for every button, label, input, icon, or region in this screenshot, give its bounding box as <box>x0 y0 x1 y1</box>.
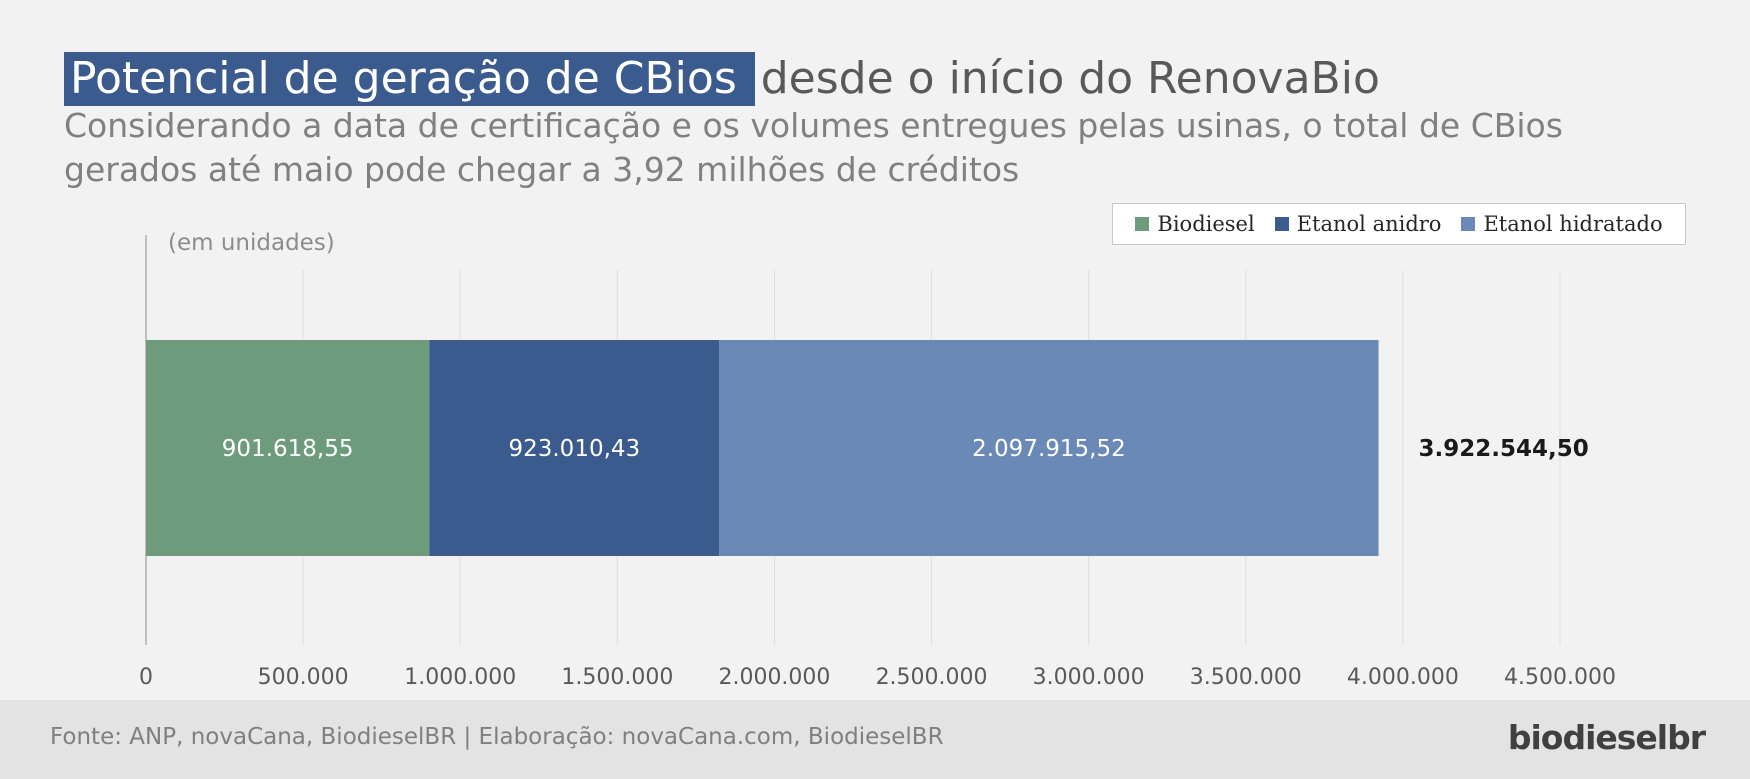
x-tick-label: 500.000 <box>258 665 349 690</box>
title-rest: desde o início do RenovaBio <box>760 53 1380 104</box>
x-tick-label: 1.500.000 <box>561 665 673 690</box>
legend-label-etanol-hidratado: Etanol hidratado <box>1483 212 1663 236</box>
bar-segment <box>429 340 720 556</box>
title-highlight: Potencial de geração de CBios <box>64 52 755 106</box>
source-note: Fonte: ANP, novaCana, BiodieselBR | Elab… <box>50 724 944 750</box>
legend-item-etanol-anidro: Etanol anidro <box>1274 212 1442 236</box>
legend-swatch-biodiesel <box>1135 217 1150 231</box>
legend-swatch-etanol-anidro <box>1274 217 1289 231</box>
total-label: 3.922.544,50 <box>1419 436 1589 462</box>
legend: Biodiesel Etanol anidro Etanol hidratado <box>1112 203 1686 245</box>
stacked-bar-chart: 0 500.000 1.000.000 1.500.000 2.000.000 2.500… <box>139 235 1616 690</box>
legend-swatch-etanol-hidratado <box>1461 217 1476 231</box>
x-tick-label: 3.500.000 <box>1190 665 1302 690</box>
brand-logo: biodieselbr <box>1507 718 1706 757</box>
x-tick-label: 3.000.000 <box>1033 665 1145 690</box>
x-tick-label: 2.500.000 <box>876 665 988 690</box>
chart-title: Potencial de geração de CBios desde o iní… <box>64 52 1380 106</box>
legend-label-etanol-anidro: Etanol anidro <box>1296 212 1442 236</box>
data-label: 923.010,43 <box>508 436 640 462</box>
unit-label: (em unidades) <box>168 230 335 256</box>
x-tick-label: 2.000.000 <box>718 665 830 690</box>
data-label: 901.618,55 <box>222 436 354 462</box>
x-tick-label: 1.000.000 <box>404 665 516 690</box>
chart-subtitle: Considerando a data de certificação e os… <box>64 106 1563 189</box>
footer: Fonte: ANP, novaCana, BiodieselBR | Elab… <box>0 700 1750 779</box>
legend-item-etanol-hidratado: Etanol hidratado <box>1461 212 1663 236</box>
x-tick-label: 4.000.000 <box>1347 665 1459 690</box>
data-label: 2.097.915,52 <box>972 436 1126 462</box>
x-tick-label: 4.500.000 <box>1504 665 1616 690</box>
bar-segment <box>146 340 430 556</box>
bar-segment <box>719 340 1379 556</box>
x-tick-label: 0 <box>139 665 153 690</box>
legend-label-biodiesel: Biodiesel <box>1157 212 1255 236</box>
legend-item-biodiesel: Biodiesel <box>1135 212 1255 236</box>
